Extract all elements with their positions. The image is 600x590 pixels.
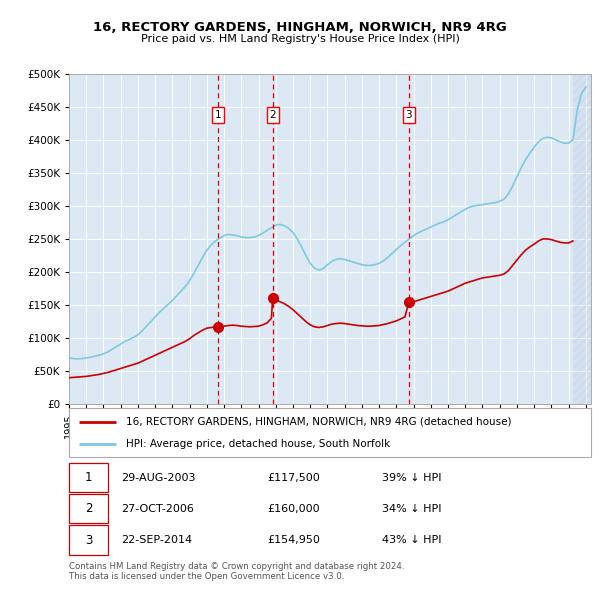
FancyBboxPatch shape [69,526,108,555]
Bar [573,74,591,404]
FancyBboxPatch shape [69,494,108,523]
Text: 2: 2 [269,110,276,120]
Text: 3: 3 [406,110,412,120]
Text: 16, RECTORY GARDENS, HINGHAM, NORWICH, NR9 4RG (detached house): 16, RECTORY GARDENS, HINGHAM, NORWICH, N… [127,417,512,427]
Text: £154,950: £154,950 [268,535,320,545]
Text: Contains HM Land Registry data © Crown copyright and database right 2024.
This d: Contains HM Land Registry data © Crown c… [69,562,404,581]
Text: 1: 1 [215,110,221,120]
Text: HPI: Average price, detached house, South Norfolk: HPI: Average price, detached house, Sout… [127,438,391,448]
Text: 34% ↓ HPI: 34% ↓ HPI [382,504,442,514]
Text: 27-OCT-2006: 27-OCT-2006 [121,504,194,514]
Text: 22-SEP-2014: 22-SEP-2014 [121,535,193,545]
Text: 3: 3 [85,533,92,546]
Text: £117,500: £117,500 [268,473,320,483]
Text: 43% ↓ HPI: 43% ↓ HPI [382,535,442,545]
Text: 16, RECTORY GARDENS, HINGHAM, NORWICH, NR9 4RG: 16, RECTORY GARDENS, HINGHAM, NORWICH, N… [93,21,507,34]
Text: 39% ↓ HPI: 39% ↓ HPI [382,473,442,483]
Text: 29-AUG-2003: 29-AUG-2003 [121,473,196,483]
Text: Price paid vs. HM Land Registry's House Price Index (HPI): Price paid vs. HM Land Registry's House … [140,34,460,44]
Text: 2: 2 [85,502,92,516]
FancyBboxPatch shape [69,463,108,492]
Text: 1: 1 [85,471,92,484]
Text: £160,000: £160,000 [268,504,320,514]
